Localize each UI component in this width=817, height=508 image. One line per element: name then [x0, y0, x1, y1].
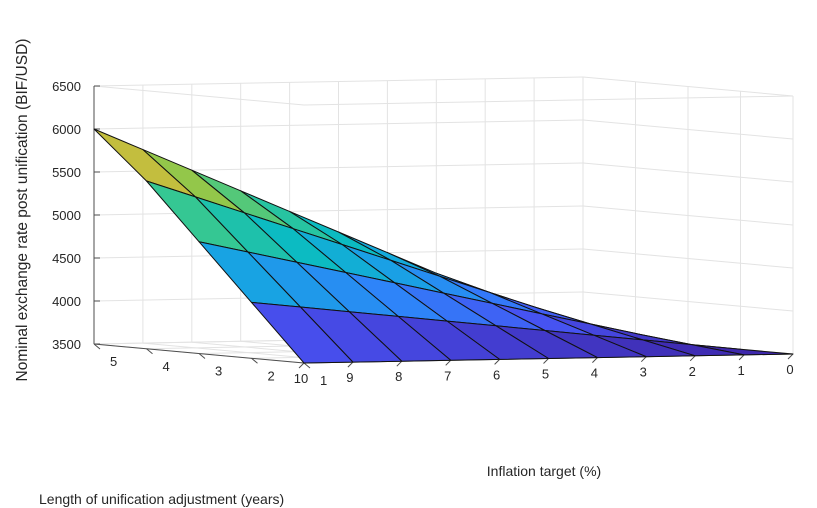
x-tick	[298, 362, 305, 369]
x-tick	[396, 360, 403, 367]
y-axis-label: Length of unification adjustment (years)	[39, 491, 284, 507]
z-tick-label: 6000	[52, 122, 81, 137]
grid-line	[582, 119, 794, 140]
z-tick-label: 4000	[52, 294, 81, 309]
grid-line	[582, 162, 794, 183]
y-tick	[303, 362, 311, 369]
x-tick-label: 2	[689, 364, 696, 379]
x-tick-label: 8	[395, 369, 402, 384]
y-tick-label: 3	[215, 364, 222, 379]
box-edge	[93, 85, 305, 106]
x-tick-label: 1	[737, 363, 744, 378]
x-tick	[347, 361, 354, 368]
grid-line	[582, 205, 794, 226]
x-tick-label: 5	[542, 367, 549, 382]
x-tick-label: 6	[493, 367, 500, 382]
surface-patch	[93, 128, 196, 198]
grid-line	[93, 119, 584, 130]
x-tick	[689, 355, 696, 362]
y-tick-label: 2	[268, 368, 275, 383]
x-tick	[494, 359, 500, 365]
x-tick-label: 3	[640, 365, 647, 380]
box-edge	[303, 95, 794, 106]
x-tick	[445, 359, 452, 366]
z-tick-label: 4500	[52, 251, 81, 266]
grid-line	[582, 248, 794, 269]
x-tick-label: 10	[294, 371, 308, 386]
x-tick	[640, 356, 647, 363]
grid-line	[582, 291, 794, 312]
y-tick-label: 5	[110, 354, 117, 369]
z-tick-label: 5000	[52, 208, 81, 223]
tick-labels: 0 1 2 3 4 5 6 7 8 9 10 1 2 3 4 5 3500 4000 4500 5000 5500 600…	[52, 79, 794, 388]
x-tick	[787, 353, 794, 360]
x-tick	[738, 354, 745, 361]
x-tick	[592, 357, 598, 363]
z-axis-label: Nominal exchange rate post unification (…	[14, 39, 31, 382]
y-tick-label: 1	[320, 373, 327, 388]
z-tick-label: 5500	[52, 165, 81, 180]
x-tick-label: 7	[444, 368, 451, 383]
grid-line	[93, 76, 584, 87]
y-tick-label: 4	[163, 359, 170, 374]
grid-line	[582, 76, 794, 97]
x-tick-label: 4	[591, 366, 598, 381]
z-tick-label: 3500	[52, 337, 81, 352]
y-tick	[146, 348, 153, 355]
x-tick-label: 0	[786, 362, 793, 377]
z-tick-label: 6500	[52, 79, 81, 94]
y-tick	[251, 357, 258, 364]
y-tick	[93, 343, 101, 350]
surface-mesh	[93, 128, 794, 364]
x-tick-label: 9	[346, 370, 353, 385]
surface-patch	[251, 301, 354, 364]
x-axis-label: Inflation target (%)	[487, 463, 601, 479]
x-tick	[543, 358, 549, 364]
y-tick	[198, 353, 206, 359]
